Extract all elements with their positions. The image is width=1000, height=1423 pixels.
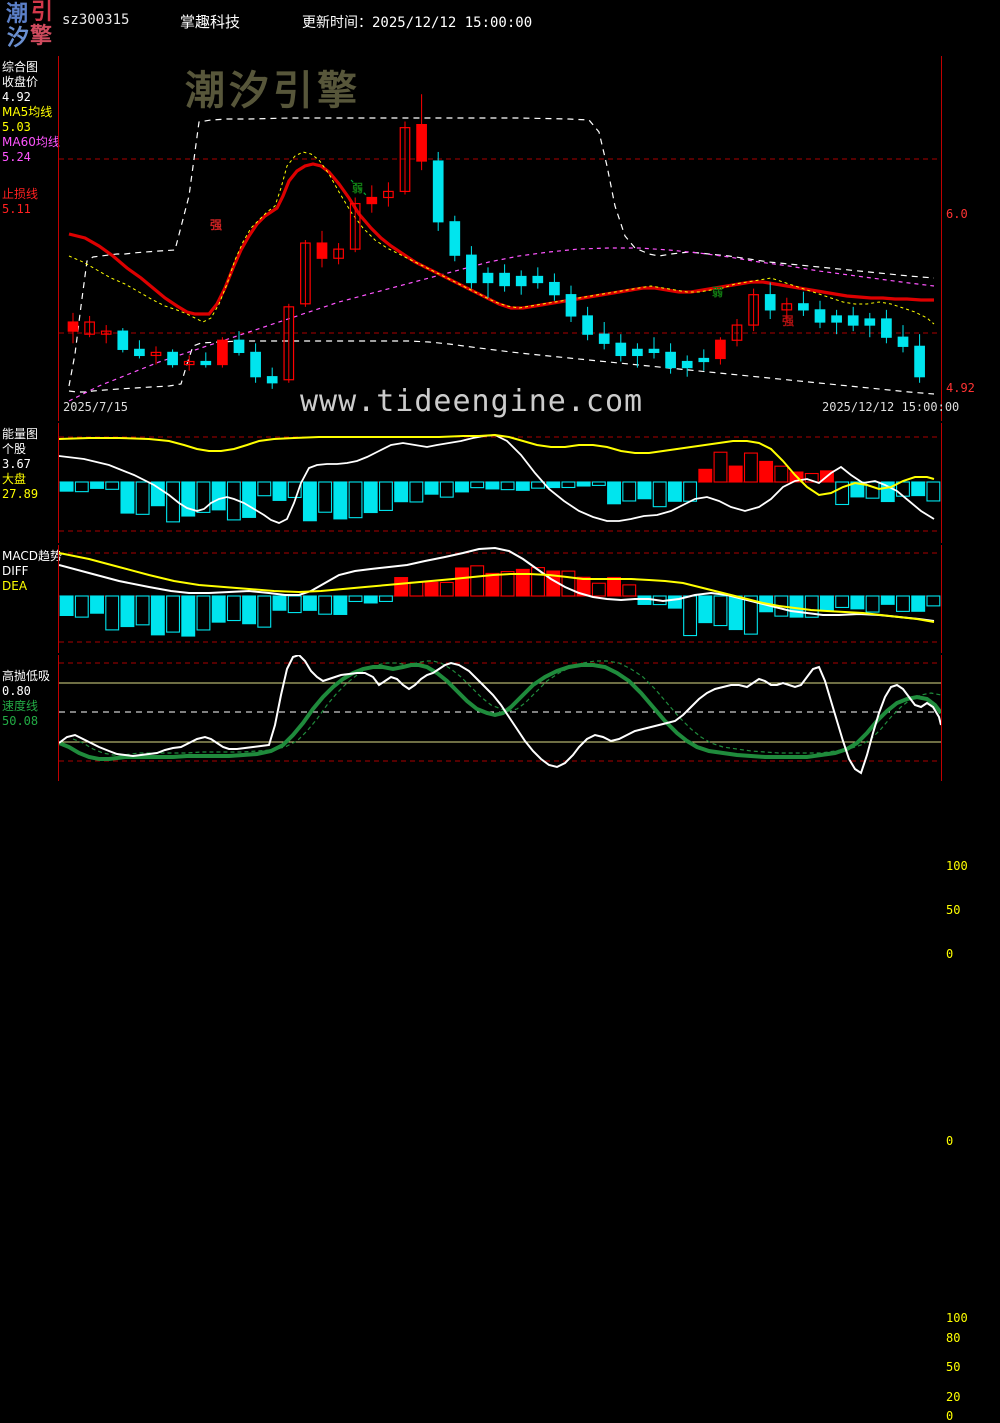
brand-logo: 潮 引 汐 擎	[6, 2, 58, 52]
energy-stock-line	[59, 434, 935, 524]
channel-upper-band	[68, 117, 935, 387]
ma5-line	[68, 151, 935, 325]
energy-plot[interactable]	[59, 423, 941, 543]
watermark-brand: 潮汐引擎	[185, 68, 361, 114]
legend-value-ma5: 5.03	[2, 120, 31, 134]
stoploss-line	[68, 162, 934, 316]
legend-label-diff: DIFF	[2, 564, 29, 578]
energy-axis-right	[941, 423, 942, 543]
osc-panel-title: 高抛低吸	[2, 669, 51, 683]
energy-panel-title: 能量图	[2, 427, 39, 441]
price-panel-title: 综合图	[2, 60, 39, 74]
update-time-value: 2025/12/12 15:00:00	[372, 15, 533, 31]
ma60-line	[68, 247, 935, 402]
watermark-url: www.tideengine.com	[300, 384, 644, 419]
legend-value-speed: 50.08	[2, 714, 39, 728]
stock-name[interactable]: 掌趣科技	[180, 13, 241, 31]
weak-signal-marker-1	[350, 179, 368, 197]
macd-panel-legend: MACD趋势 DIFF DEA	[2, 549, 62, 594]
legend-value-close: 4.92	[2, 90, 31, 104]
energy-ytick-1: 50	[946, 903, 961, 917]
price-axis-left	[58, 56, 59, 421]
legend-spacer	[2, 165, 62, 187]
osc-axis-left	[58, 655, 59, 781]
energy-market-line	[59, 433, 935, 497]
logo-char-3: 汐	[7, 26, 30, 51]
price-axis-right	[941, 56, 942, 421]
annotation-strong-1: 强	[210, 218, 223, 232]
logo-char-4: 擎	[30, 24, 53, 49]
legend-label-speed: 速度线	[2, 699, 39, 713]
annotation-weak-2: 弱	[712, 286, 723, 299]
legend-value-market: 27.89	[2, 487, 39, 501]
osc-ytick-3: 20	[946, 1390, 961, 1404]
stock-code[interactable]: sz300315	[62, 12, 130, 28]
osc-ytick-4: 0	[946, 1409, 954, 1423]
energy-panel-legend: 能量图 个股 3.67 大盘 27.89	[2, 427, 62, 502]
energy-axis-left	[58, 423, 59, 543]
macd-axis-right	[941, 545, 942, 653]
macd-diff-line	[59, 546, 935, 622]
annotation-strong-2: 强	[782, 314, 795, 328]
osc-main-line	[59, 655, 941, 775]
macd-dea-line	[59, 552, 935, 623]
energy-histogram[interactable]	[59, 451, 941, 523]
update-time-block: 更新时间：2025/12/12 15:00:00	[302, 12, 532, 32]
channel-lower-band	[68, 340, 935, 395]
legend-label-market: 大盘	[2, 472, 27, 486]
osc-ytick-1: 80	[946, 1331, 961, 1345]
legend-label-ma5: MA5均线	[2, 105, 53, 119]
candlestick-series[interactable]	[67, 94, 925, 389]
legend-label-close: 收盘价	[2, 75, 39, 89]
oscillator-plot[interactable]	[59, 655, 941, 781]
legend-label-ma60: MA60均线	[2, 135, 60, 149]
osc-speed-line	[59, 663, 941, 761]
macd-axis-left	[58, 545, 59, 653]
legend-value-stoploss: 5.11	[2, 202, 31, 216]
energy-ytick-2: 0	[946, 947, 954, 961]
osc-panel-legend: 高抛低吸 0.80 速度线 50.08	[2, 669, 62, 729]
logo-char-1: 潮	[6, 2, 29, 27]
osc-speed-ref-line	[72, 660, 941, 756]
price-date-start: 2025/7/15	[63, 400, 129, 414]
macd-ytick-0: 0	[946, 1134, 954, 1148]
price-ytick-1: 4.92	[946, 381, 975, 395]
app-header: 潮 引 汐 擎 sz300315 掌趣科技 更新时间：2025/12/12 15…	[0, 0, 1000, 55]
legend-label-stoploss: 止损线	[2, 187, 39, 201]
annotation-weak-1: 弱	[352, 182, 363, 195]
energy-ytick-0: 100	[946, 859, 968, 873]
legend-label-dea: DEA	[2, 579, 28, 593]
macd-plot[interactable]	[59, 545, 941, 653]
logo-char-2: 引	[31, 0, 54, 25]
legend-value-ma60: 5.24	[2, 150, 31, 164]
osc-ytick-2: 50	[946, 1360, 961, 1374]
legend-value-stock: 3.67	[2, 457, 31, 471]
price-date-end: 2025/12/12 15:00:00	[822, 400, 960, 414]
price-panel-legend: 综合图 收盘价 4.92 MA5均线 5.03 MA60均线 5.24 止损线 …	[2, 60, 62, 217]
price-ytick-0: 6.0	[946, 207, 968, 221]
price-plot[interactable]	[59, 56, 941, 421]
osc-axis-right	[941, 655, 942, 781]
macd-panel-title: MACD趋势	[2, 549, 62, 563]
legend-value-osc: 0.80	[2, 684, 31, 698]
legend-label-stock: 个股	[2, 442, 27, 456]
macd-histogram[interactable]	[59, 565, 941, 637]
update-time-label: 更新时间：	[302, 15, 372, 31]
osc-ytick-0: 100	[946, 1311, 968, 1325]
